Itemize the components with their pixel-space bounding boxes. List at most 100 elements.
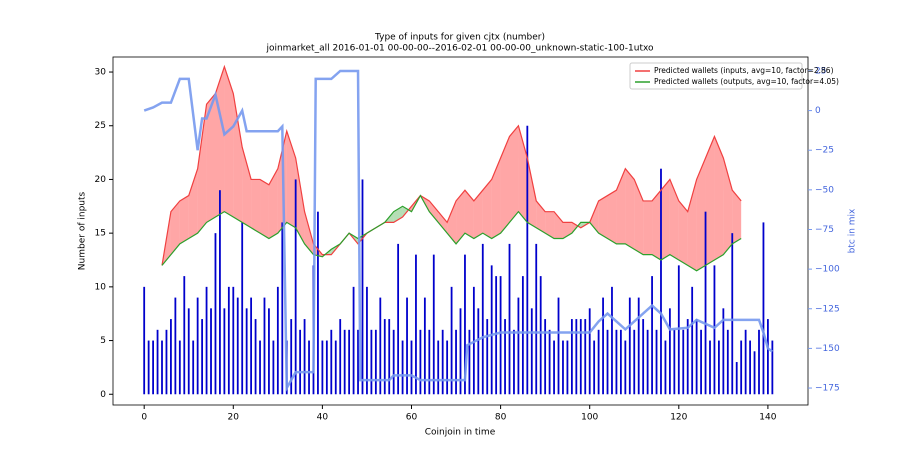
bar [450, 286, 453, 395]
y2-axis-label: btc in mix [848, 208, 858, 253]
fill-between [660, 179, 670, 260]
bar [646, 329, 649, 395]
chart-title: Type of inputs for given cjtx (number) [374, 33, 545, 43]
fill-between [170, 200, 180, 255]
fill-between [295, 157, 305, 244]
bar [619, 329, 622, 395]
bar [223, 308, 226, 395]
bar [339, 319, 342, 395]
bar [232, 286, 235, 395]
fill-between [616, 168, 626, 244]
bar [290, 319, 293, 395]
bar [762, 222, 765, 395]
bar [343, 329, 346, 395]
bar [147, 340, 150, 395]
x-tick-label: 0 [141, 413, 147, 423]
fill-between [251, 179, 261, 234]
bar [606, 329, 609, 395]
fill-between [456, 190, 465, 244]
x-tick-label: 120 [670, 413, 687, 423]
bar [196, 297, 199, 395]
bar [388, 319, 391, 395]
bar [406, 297, 408, 395]
bar [615, 329, 618, 395]
fill-between [393, 206, 403, 223]
y2-tick-label: −50 [815, 185, 834, 195]
bar [276, 286, 279, 395]
bar [709, 340, 711, 395]
bar [530, 308, 533, 395]
bar [508, 243, 511, 395]
fill-between [438, 211, 448, 234]
bar [294, 179, 297, 395]
fill-between [643, 200, 653, 255]
prediction-line [161, 64, 742, 266]
bar [704, 211, 707, 395]
bar [557, 297, 560, 395]
bar [415, 254, 417, 395]
bar [753, 351, 756, 395]
bar [281, 222, 284, 395]
bar [767, 319, 769, 395]
bar [227, 286, 230, 395]
bar [361, 179, 364, 395]
y2-tick-label: −25 [815, 146, 834, 156]
y2-tick-label: −175 [815, 384, 840, 394]
bar [308, 340, 310, 395]
bar [401, 340, 404, 395]
bar [410, 340, 413, 395]
bar [539, 276, 542, 395]
fill-between [179, 195, 189, 244]
bar [744, 329, 747, 395]
bar [334, 340, 337, 395]
bar [526, 125, 529, 395]
bar [321, 340, 324, 395]
y2-tick-label: −150 [815, 344, 840, 354]
bar [700, 329, 702, 395]
fill-between [634, 179, 644, 255]
x-tick-label: 140 [759, 413, 776, 423]
bar [655, 329, 658, 395]
bar [668, 308, 671, 395]
fill-between [732, 190, 742, 244]
y-tick-label: 10 [95, 282, 107, 292]
fill-between [447, 200, 457, 244]
bar [455, 329, 457, 395]
bar [579, 319, 582, 395]
bar [201, 319, 204, 395]
bar [468, 329, 471, 395]
bar [749, 340, 751, 395]
fill-between [260, 179, 269, 239]
bar [303, 319, 306, 395]
bar [771, 340, 774, 395]
fill-between [652, 190, 661, 260]
bar [597, 329, 600, 395]
bar [660, 168, 662, 395]
fill-between [554, 211, 563, 239]
bar [272, 340, 275, 395]
bar [366, 286, 368, 395]
bar [464, 254, 466, 395]
bar [428, 329, 431, 395]
bar [156, 329, 159, 395]
y2-tick-label: 0 [815, 106, 821, 116]
bar [143, 286, 146, 395]
bar [205, 286, 208, 395]
y-axis-label: Number of inputs [78, 191, 88, 270]
y-tick-label: 25 [95, 121, 106, 131]
legend-label: Predicted wallets (inputs, avg=10, facto… [654, 66, 834, 75]
fill-between [482, 179, 492, 239]
bar [673, 329, 676, 395]
bar [268, 308, 270, 395]
bar [713, 265, 716, 395]
fill-between [723, 157, 733, 255]
bar [726, 329, 729, 395]
bar [352, 286, 355, 395]
bar [419, 329, 422, 395]
bar [170, 319, 172, 395]
fill-between [545, 211, 555, 239]
fill-between [429, 200, 439, 223]
bar [374, 329, 377, 395]
bar [642, 319, 645, 395]
bar [397, 243, 400, 395]
